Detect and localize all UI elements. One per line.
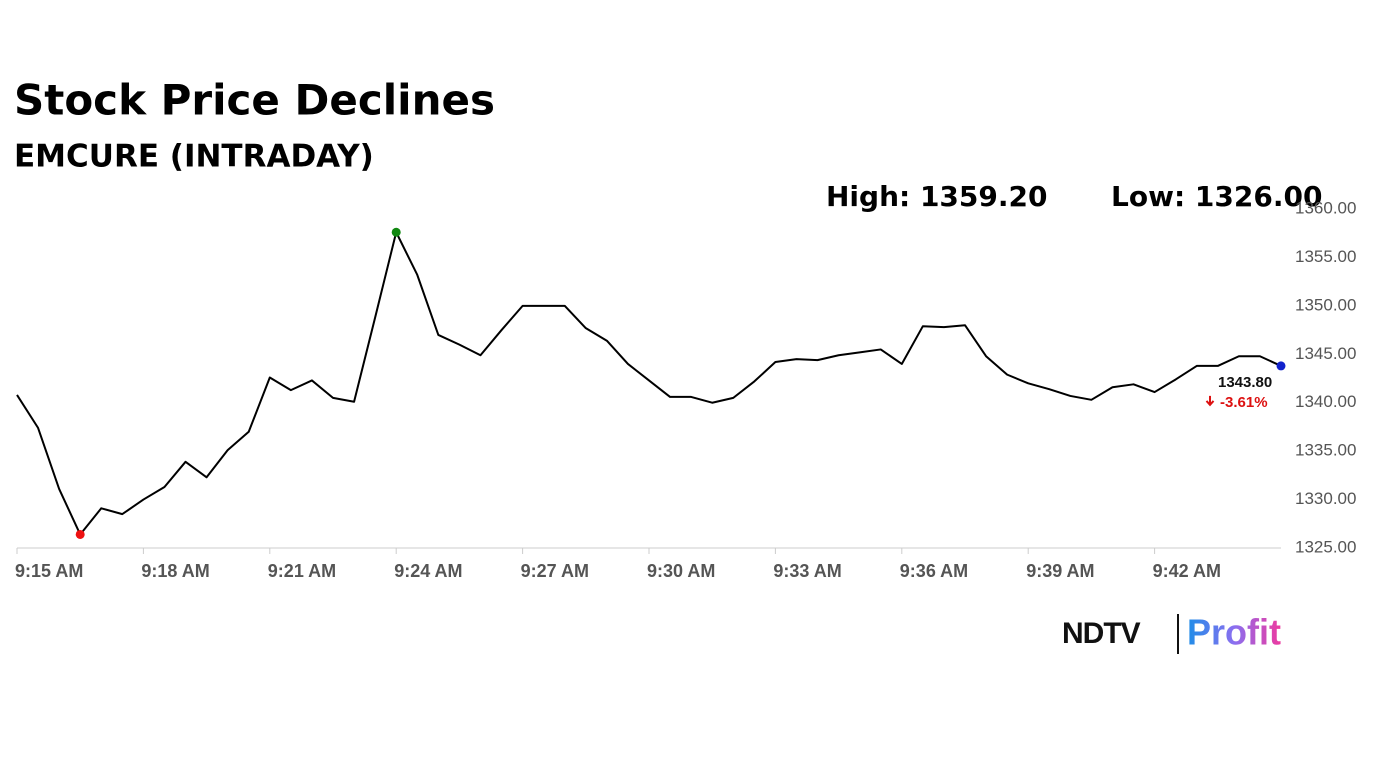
y-tick-label: 1340.00 [1295, 392, 1356, 411]
y-tick-label: 1345.00 [1295, 344, 1356, 363]
y-tick-label: 1335.00 [1295, 441, 1356, 460]
price-line [16, 231, 1282, 536]
brand-left: NDTV [1062, 617, 1141, 650]
x-tick-label: 9:27 AM [521, 561, 589, 581]
min-marker [75, 529, 85, 539]
last-marker [1276, 361, 1286, 371]
x-tick-label: 9:36 AM [900, 561, 968, 581]
y-tick-label: 1325.00 [1295, 537, 1356, 556]
y-tick-label: 1360.00 [1295, 198, 1356, 217]
chart-subtitle: EMCURE (INTRADAY) [14, 139, 374, 175]
chart-title: Stock Price Declines [14, 76, 495, 125]
low-text: Low: 1326.00 [1111, 180, 1322, 213]
change-label: -3.61% [1220, 394, 1268, 411]
last-label: 1343.80 [1218, 374, 1272, 391]
x-tick-label: 9:42 AM [1153, 561, 1221, 581]
y-tick-label: 1350.00 [1295, 295, 1356, 314]
high-text: High: 1359.20 [826, 180, 1047, 213]
x-tick-label: 9:21 AM [268, 561, 336, 581]
x-tick-label: 9:18 AM [141, 561, 209, 581]
y-tick-label: 1330.00 [1295, 489, 1356, 508]
x-tick-label: 9:30 AM [647, 561, 715, 581]
brand: NDTV Profit [1062, 612, 1281, 654]
max-marker [391, 227, 401, 237]
x-tick-label: 9:24 AM [394, 561, 462, 581]
x-tick-label: 9:15 AM [15, 561, 83, 581]
down-arrow [1205, 395, 1215, 407]
brand-right: Profit [1187, 612, 1281, 653]
x-tick-label: 9:39 AM [1026, 561, 1094, 581]
y-tick-label: 1355.00 [1295, 247, 1356, 266]
x-tick-label: 9:33 AM [773, 561, 841, 581]
